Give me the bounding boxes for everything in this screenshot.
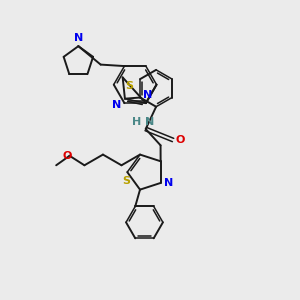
Text: N: N — [145, 117, 154, 127]
Text: N: N — [112, 100, 121, 110]
Text: O: O — [176, 135, 185, 145]
Text: H: H — [132, 117, 141, 127]
Text: N: N — [164, 178, 173, 188]
Text: S: S — [122, 176, 130, 186]
Text: N: N — [143, 90, 152, 100]
Text: O: O — [62, 151, 72, 161]
Text: N: N — [74, 33, 83, 43]
Text: S: S — [126, 81, 134, 91]
